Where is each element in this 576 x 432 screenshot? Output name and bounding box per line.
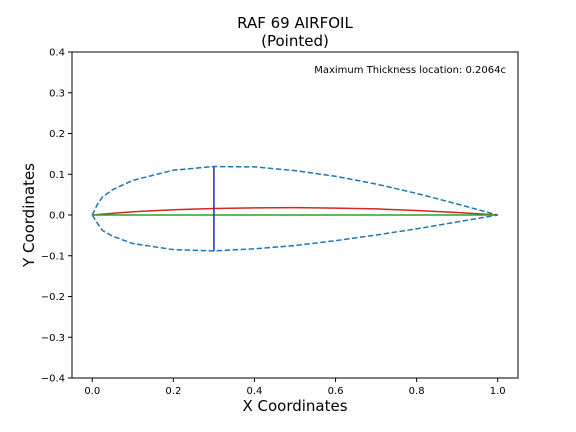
x-tick-label: 0.6 xyxy=(328,386,344,397)
chart-subtitle: (Pointed) xyxy=(261,32,329,50)
camber-line-line xyxy=(92,206,498,216)
y-tick-label: 0.2 xyxy=(49,129,65,140)
plot-lines-layer xyxy=(91,165,498,252)
x-tick-label: 0.0 xyxy=(84,386,100,397)
max-thickness-annotation: Maximum Thickness location: 0.2064c xyxy=(314,65,506,76)
x-tick-label: 0.4 xyxy=(247,386,263,397)
y-tick-label: −0.2 xyxy=(41,292,65,303)
chart-title: RAF 69 AIRFOIL xyxy=(237,14,353,32)
y-tick-label: 0.4 xyxy=(49,48,65,59)
x-axis-label: X Coordinates xyxy=(242,397,347,415)
y-tick-label: 0.1 xyxy=(49,170,65,181)
y-axis-label: Y Coordinates xyxy=(20,163,38,268)
y-tick-label: 0.3 xyxy=(49,88,65,99)
upper-surface-line xyxy=(91,165,498,216)
y-tick-label: −0.1 xyxy=(41,251,65,262)
y-tick-label: 0.0 xyxy=(49,211,65,222)
y-tick-label: −0.4 xyxy=(41,374,65,385)
x-tick-label: 1.0 xyxy=(490,386,506,397)
tick-layer: 0.0 0.2 0.4 0.6 0.8 1.0 −0.4 −0.3 −0.2 −0.1 0.0 0.1… xyxy=(41,48,506,398)
x-tick-label: 0.2 xyxy=(165,386,181,397)
y-tick-label: −0.3 xyxy=(41,333,65,344)
x-tick-label: 0.8 xyxy=(409,386,425,397)
lower-surface-line xyxy=(91,214,498,252)
